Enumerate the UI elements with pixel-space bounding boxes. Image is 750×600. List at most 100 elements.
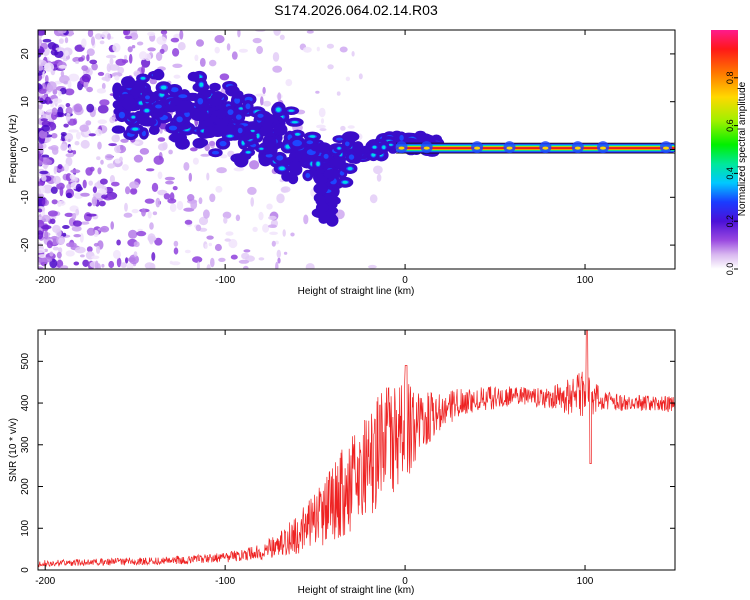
spectrogram-noise-cell bbox=[223, 217, 228, 224]
spectrogram-noise-cell bbox=[160, 30, 168, 35]
spectrogram-noise-cell bbox=[262, 86, 266, 95]
spectrogram-noise-cell bbox=[101, 263, 105, 268]
spectrogram-noise-cell bbox=[69, 173, 76, 180]
spectrogram-noise-cell bbox=[56, 259, 64, 268]
spectrogram-noise-cell bbox=[95, 129, 103, 136]
spectrogram-noise-cell bbox=[147, 211, 152, 219]
spectrogram-band-bump-core bbox=[600, 146, 606, 150]
spectrogram-noise-cell bbox=[109, 116, 116, 124]
spectrogram-noise-cell bbox=[262, 100, 272, 107]
spectrogram-noise-cell bbox=[129, 181, 140, 189]
spectrogram-noise-cell bbox=[44, 75, 49, 84]
spectrogram-noise-cell bbox=[82, 179, 87, 189]
spectrogram-noise-cell bbox=[38, 248, 46, 254]
spectrogram-noise-cell bbox=[290, 232, 295, 237]
spectrogram-noise-cell bbox=[52, 88, 58, 95]
spectrogram-noise-cell bbox=[38, 219, 45, 228]
spectrogram-noise-cell bbox=[67, 80, 72, 89]
spectrogram-noise-cell bbox=[285, 79, 293, 87]
spectrogram-noise-cell bbox=[74, 246, 86, 254]
spectrogram-noise-cell bbox=[123, 212, 133, 218]
spectrogram-noise-cell bbox=[64, 132, 74, 142]
spectrogram-noise-cell bbox=[159, 48, 165, 55]
spectrogram-ridge-peak bbox=[144, 108, 150, 113]
spectrogram-noise-cell bbox=[73, 261, 80, 266]
spectrogram-noise-cell bbox=[303, 214, 309, 225]
spectrogram-ridge-cell bbox=[203, 126, 217, 138]
spectrogram-noise-cell bbox=[306, 30, 314, 34]
spectrogram-noise-cell bbox=[187, 194, 195, 202]
spectrogram-noise-cell bbox=[80, 139, 90, 149]
spectrogram-noise-cell bbox=[121, 59, 129, 64]
spectrogram-noise-cell bbox=[274, 240, 279, 245]
spectrogram-noise-cell bbox=[89, 166, 95, 172]
snr-series-line bbox=[38, 330, 675, 568]
colorbar-label: Normalized spectral amplitude bbox=[737, 81, 748, 216]
spectrogram-noise-cell bbox=[114, 134, 120, 140]
spectrogram-x-tick-label: -100 bbox=[215, 275, 235, 286]
spectrogram-noise-cell bbox=[173, 240, 179, 247]
spectrogram-ridge-core bbox=[237, 127, 243, 134]
spectrogram-noise-cell bbox=[184, 249, 191, 254]
spectrogram-noise-cell bbox=[162, 142, 168, 150]
spectrogram-x-tick-label: 0 bbox=[402, 275, 408, 286]
spectrogram-noise-cell bbox=[75, 208, 80, 216]
spectrogram-noise-cell bbox=[108, 64, 120, 71]
spectrogram-noise-cell bbox=[39, 170, 49, 175]
spectrogram-noise-cell bbox=[154, 237, 163, 246]
spectrogram-noise-cell bbox=[141, 65, 145, 74]
spectrogram-ridge-cell bbox=[121, 76, 136, 88]
spectrogram-noise-cell bbox=[208, 242, 212, 247]
spectrogram-noise-cell bbox=[38, 208, 43, 213]
colorbar-ticks: 0.0 0.2 0.4 0.6 0.8 bbox=[725, 72, 738, 275]
spectrogram-noise-cell bbox=[71, 225, 82, 232]
spectrogram-noise-cell bbox=[252, 226, 258, 232]
spectrogram-ridge-cell bbox=[192, 138, 207, 149]
spectrogram-noise-cell bbox=[75, 61, 80, 64]
spectrogram-noise-cell bbox=[256, 45, 263, 55]
spectrogram-noise-cell bbox=[268, 215, 277, 220]
spectrogram-noise-cell bbox=[85, 120, 92, 126]
spectrogram-noise-cell bbox=[369, 194, 378, 204]
spectrogram-noise-cell bbox=[226, 43, 231, 51]
spectrogram-noise-cell bbox=[271, 240, 276, 247]
spectrogram-noise-cell bbox=[133, 241, 140, 248]
spectrogram-noise-cell bbox=[112, 249, 121, 259]
spectrogram-noise-cell bbox=[219, 154, 228, 159]
spectrogram-noise-cell bbox=[235, 214, 241, 222]
spectrogram-noise-cell bbox=[99, 99, 110, 106]
spectrogram-ridge-core bbox=[170, 87, 179, 93]
spectrogram-noise-cell bbox=[97, 141, 102, 150]
spectrogram-noise-cell bbox=[177, 42, 186, 51]
spectrogram-noise-cell bbox=[46, 84, 54, 93]
colorbar: 0.0 0.2 0.4 0.6 0.8 Normalized spectral ampl… bbox=[711, 30, 748, 275]
spectrogram-noise-cell bbox=[79, 233, 84, 243]
spectrogram-noise-cell bbox=[52, 224, 61, 233]
spectrogram-ridge-peak bbox=[279, 166, 285, 171]
snr-x-tick-label: -200 bbox=[35, 576, 55, 587]
spectrogram-noise-cell bbox=[100, 225, 110, 233]
spectrogram-ridge-core bbox=[399, 134, 404, 141]
colorbar-gradient bbox=[711, 30, 738, 269]
spectrogram-noise-cell bbox=[109, 58, 114, 65]
spectrogram-noise-cell bbox=[41, 214, 51, 222]
spectrogram-ridge-core bbox=[235, 114, 242, 120]
spectrogram-x-tick-label: 100 bbox=[577, 275, 594, 286]
spectrogram-noise-cell bbox=[40, 225, 52, 230]
spectrogram-noise-cell bbox=[43, 62, 55, 72]
spectrogram-noise-cell bbox=[345, 76, 351, 82]
spectrogram-noise-cell bbox=[120, 138, 129, 143]
spectrogram-ridge-peak bbox=[239, 107, 244, 110]
snr-y-ticks: 0 100 200 300 400 500 bbox=[20, 353, 675, 573]
spectrogram-noise-cell bbox=[128, 229, 138, 239]
spectrogram-noise-cell bbox=[243, 249, 251, 253]
spectrogram-ridge-cell bbox=[281, 171, 293, 182]
spectrogram-noise-cell bbox=[53, 175, 61, 185]
spectrogram-noise-cell bbox=[124, 54, 128, 61]
spectrogram-noise-cell bbox=[38, 142, 44, 150]
colorbar-tick-label: 0.8 bbox=[725, 72, 735, 85]
spectrogram-noise-cell bbox=[48, 146, 54, 150]
spectrogram-noise-cell bbox=[64, 212, 74, 217]
spectrogram-noise-cell bbox=[266, 203, 273, 210]
spectrogram-noise-cell bbox=[66, 183, 72, 190]
